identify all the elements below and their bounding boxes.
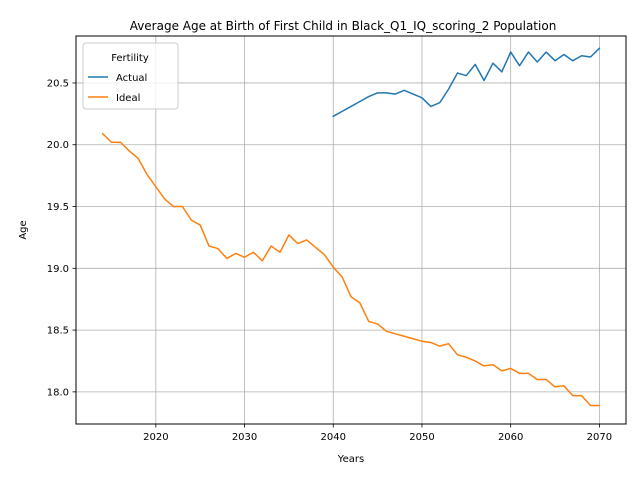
y-tick-label: 18.5: [47, 326, 69, 337]
series-line-ideal: [101, 132, 601, 407]
x-tick-label: 2020: [143, 432, 168, 443]
y-tick-label: 19.5: [47, 202, 69, 213]
y-tick-label: 20.0: [47, 140, 69, 151]
grid-lines: [76, 36, 626, 424]
legend-box: [82, 42, 179, 110]
legend-label-ideal: Ideal: [116, 93, 140, 104]
legend-title: Fertility: [111, 53, 149, 64]
y-tick-label: 20.5: [47, 78, 69, 89]
series-layer: [101, 47, 601, 407]
chart-title: Average Age at Birth of First Child in B…: [130, 19, 557, 33]
x-tick-label: 2060: [498, 432, 523, 443]
y-tick-label: 18.0: [47, 387, 69, 398]
y-tick-label: 19.0: [47, 264, 69, 275]
x-tick-label: 2030: [232, 432, 257, 443]
y-axis-label: Age: [18, 220, 29, 239]
x-tick-label: 2050: [409, 432, 434, 443]
y-axis-ticks: 18.0 18.5 19.0 19.5 20.0 20.5: [47, 78, 76, 398]
x-tick-label: 2040: [321, 432, 346, 443]
x-tick-label: 2070: [587, 432, 612, 443]
legend-label-actual: Actual: [116, 73, 147, 84]
x-axis-label: Years: [337, 454, 364, 465]
x-axis-ticks: 2020 2030 2040 2050 2060 2070: [143, 424, 612, 443]
series-line-actual: [332, 47, 601, 118]
legend: Fertility Actual Ideal: [82, 42, 179, 110]
plot-frame: [75, 35, 627, 425]
